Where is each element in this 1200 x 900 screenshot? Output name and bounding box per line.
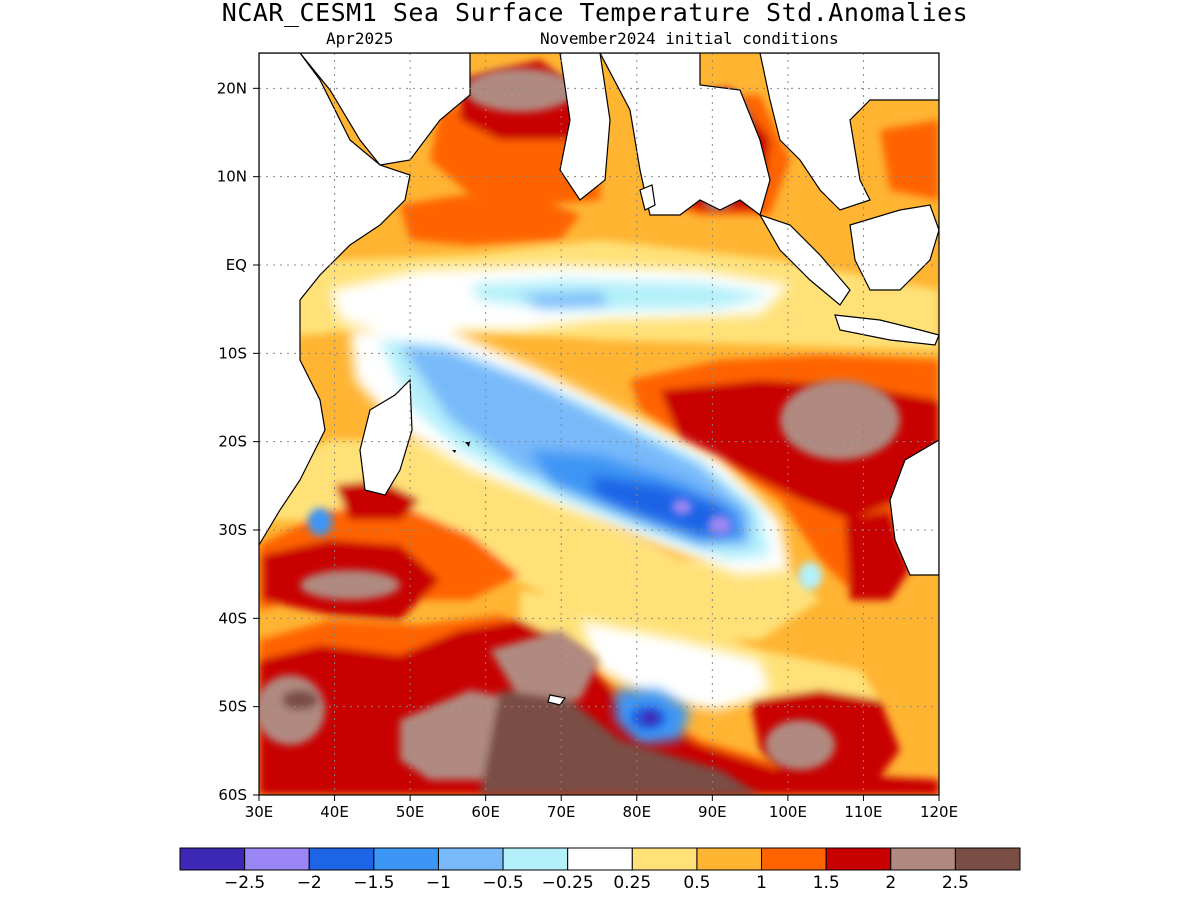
land-bay-coast [599, 53, 771, 217]
field-core-cool-2-2-5 [708, 515, 732, 535]
colorbar-label: 0.25 [613, 873, 651, 893]
field-core-warm-2-2-5 [490, 630, 600, 700]
field-core-cool-2-2-5 [672, 499, 692, 515]
gridlines [259, 53, 939, 795]
lat-tick-label: 50S [218, 698, 247, 716]
initial-conditions-label: November2024 initial conditions [540, 29, 839, 48]
colorbar-label: 1 [756, 873, 767, 893]
land-arabia [259, 53, 471, 166]
land-borneo [849, 204, 939, 291]
colorbar-label: −0.5 [482, 873, 523, 893]
land-madagascar [359, 378, 413, 496]
field-core-warm-2-2-5 [765, 720, 835, 770]
colorbar-label: −1 [426, 873, 451, 893]
colorbar-swatch [502, 847, 569, 871]
anomaly-field [259, 53, 939, 795]
field-band-1-1-5 [400, 195, 580, 245]
field-core-warm-2-2-5 [300, 570, 400, 600]
field-core-warm-above-2-5 [480, 690, 760, 795]
land-africa [259, 53, 411, 547]
lat-tick-label: 20S [218, 433, 247, 451]
colorbar-swatch [761, 847, 827, 871]
land-java [834, 314, 939, 346]
field-core-warm-2-2-5 [780, 380, 900, 460]
lon-tick-label: 70E [547, 803, 576, 821]
lat-tick-label: EQ [226, 256, 247, 274]
colorbar-label: 2 [885, 873, 896, 893]
field-core-warm-above-2-5 [282, 690, 318, 710]
land-india [559, 53, 611, 201]
lat-tick-label: 30S [218, 521, 247, 539]
land [259, 53, 939, 706]
colorbar-swatch [437, 847, 504, 871]
chart-title: NCAR_CESM1 Sea Surface Temperature Std.A… [221, 0, 969, 27]
field-band-near-zero [580, 620, 770, 710]
colorbar-swatch [696, 847, 763, 871]
colorbar-swatch [179, 847, 246, 871]
land-sri-lanka [639, 184, 656, 211]
field-core-warm-2-2-5 [259, 675, 325, 745]
field-band-1-1-5 [880, 120, 939, 200]
colorbar-swatch [954, 847, 1021, 871]
lon-tick-label: 110E [844, 803, 882, 821]
land-mauritius [465, 442, 470, 447]
land-southeast-asia [759, 53, 939, 211]
colorbar-swatch [631, 847, 698, 871]
lat-tick-label: 20N [217, 79, 247, 97]
lat-tick-label: 60S [218, 786, 247, 804]
colorbar-label: −2 [297, 873, 322, 893]
colorbar-swatch [567, 847, 633, 871]
lat-tick-label: 40S [218, 609, 247, 627]
colorbar-swatch [373, 847, 439, 871]
colorbar-label: 2.5 [942, 873, 969, 893]
field-core-cool-0-25-0-5 [798, 562, 822, 590]
field-band-cool-0-5-1 [520, 292, 610, 308]
lon-tick-label: 80E [622, 803, 651, 821]
colorbar-label: −1.5 [353, 873, 394, 893]
field-core-cool-below-2-5 [640, 711, 660, 725]
lon-tick-label: 90E [698, 803, 727, 821]
lon-tick-label: 40E [320, 803, 349, 821]
colorbar-swatch [244, 847, 310, 871]
land-sumatra [758, 213, 851, 306]
field-band-cool-1-5-2 [590, 475, 735, 535]
lat-tick-label: 10N [217, 168, 247, 186]
colorbar-swatch [825, 847, 892, 871]
field-core-cool-1-1-5 [308, 508, 332, 536]
lon-tick-label: 100E [769, 803, 807, 821]
colorbar-label: −0.25 [542, 873, 594, 893]
colorbar-label: 0.5 [683, 873, 710, 893]
colorbar-swatch [308, 847, 375, 871]
colorbar-swatch [890, 847, 956, 871]
field-band-1-5-2 [335, 480, 420, 520]
lon-tick-label: 50E [396, 803, 425, 821]
lon-tick-label: 120E [920, 803, 958, 821]
lon-tick-label: 60E [471, 803, 500, 821]
lon-tick-label: 30E [245, 803, 274, 821]
land-australia [889, 439, 939, 576]
lat-tick-label: 10S [218, 344, 247, 362]
colorbar-label: −2.5 [224, 873, 265, 893]
colorbar: −2.5 −2 −1.5 −1 −0.5 −0.25 0.25 0.5 1 1.5 2 2.5 [179, 847, 1021, 893]
field-core-warm-2-2-5 [465, 68, 575, 112]
colorbar-label: 1.5 [813, 873, 840, 893]
plot-frame [258, 52, 940, 796]
land-reunion [452, 450, 456, 453]
valid-month-label: Apr2025 [326, 29, 394, 48]
